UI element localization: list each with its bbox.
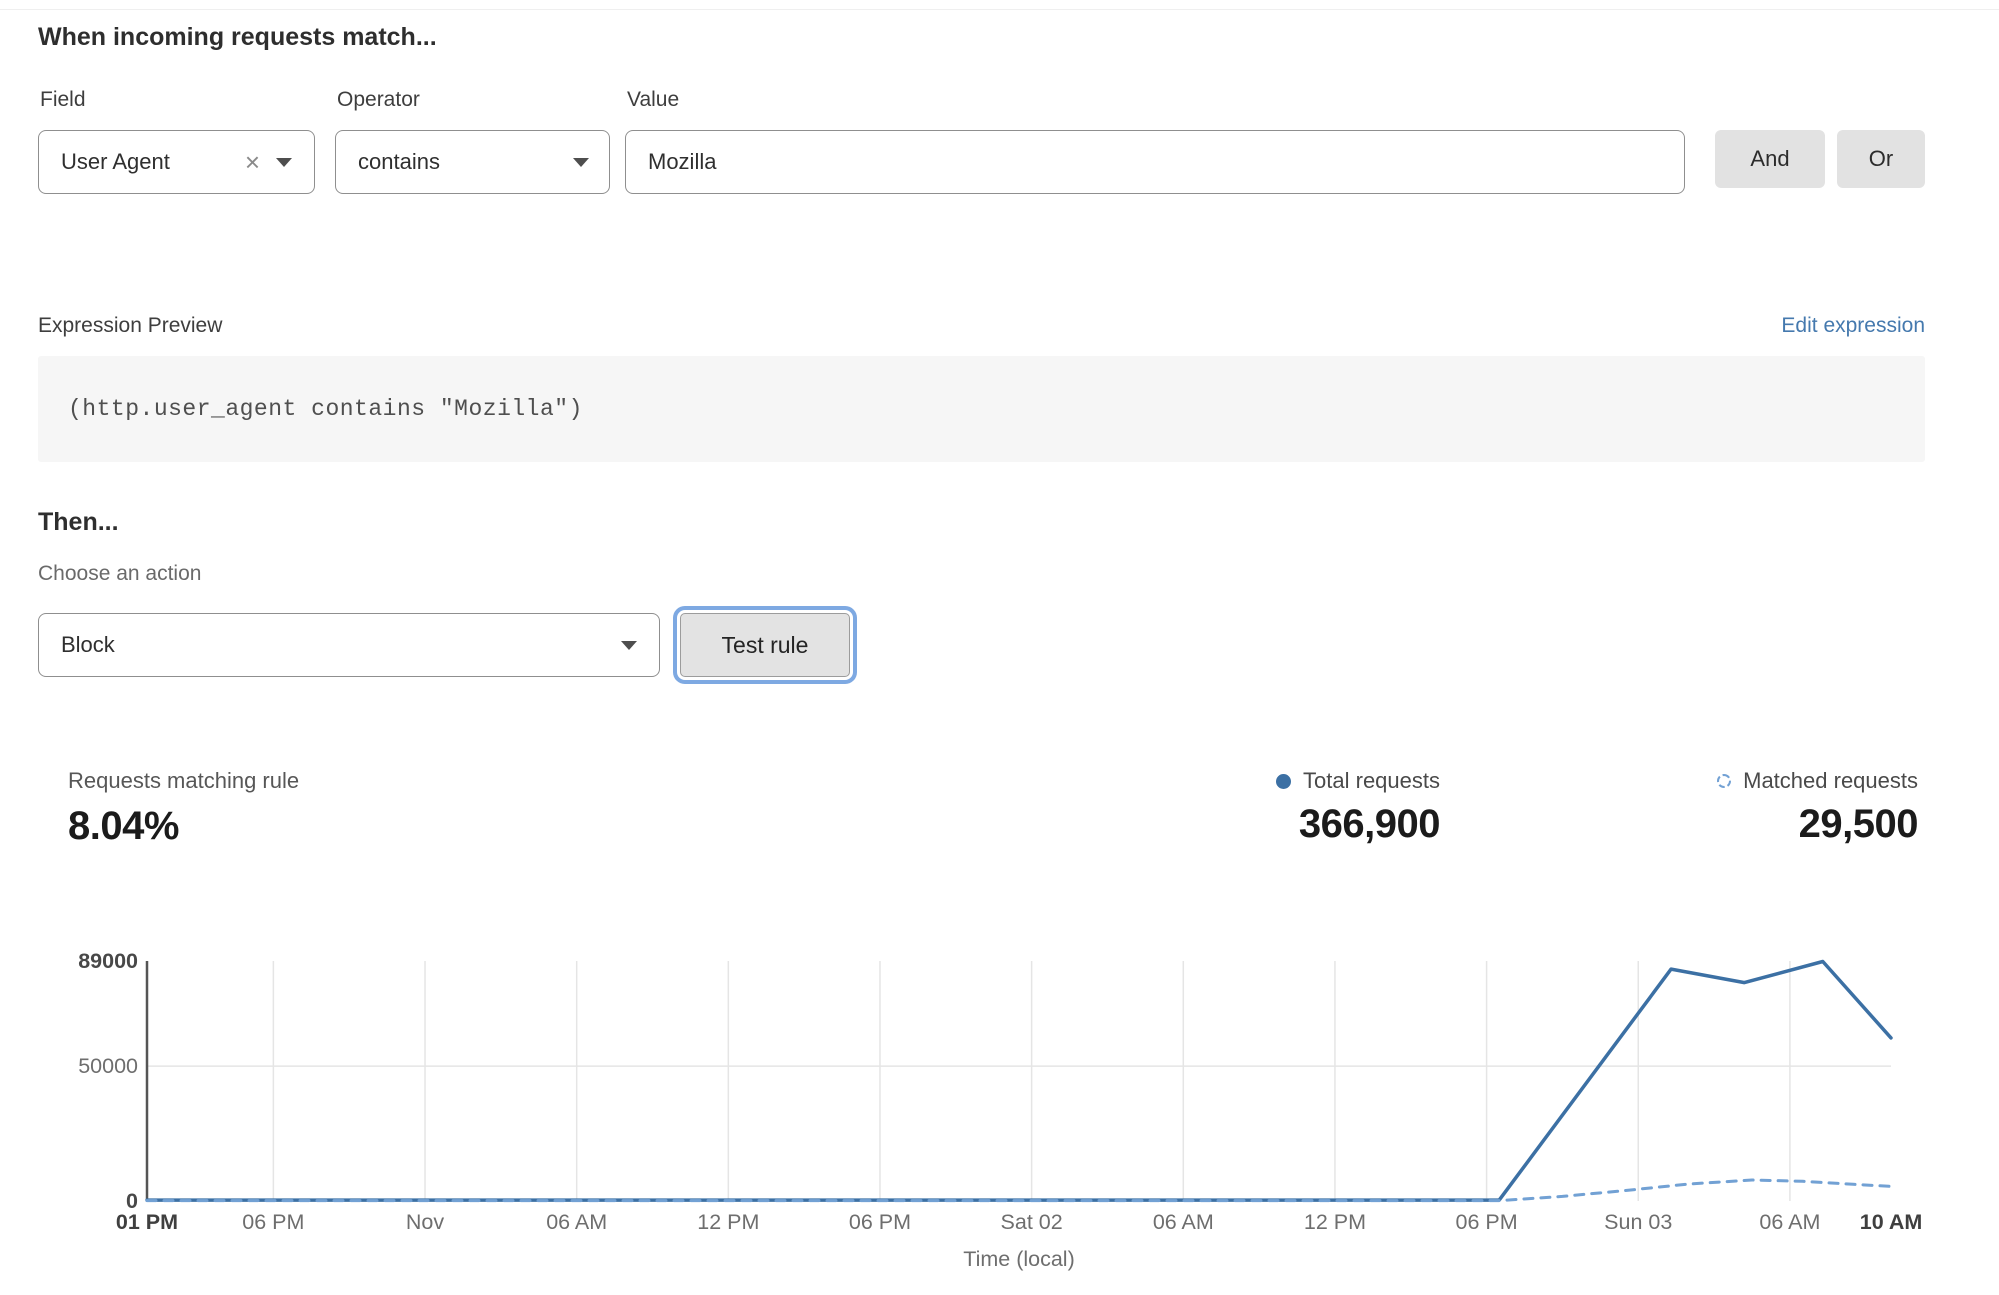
operator-label: Operator: [337, 88, 420, 111]
or-button[interactable]: Or: [1837, 130, 1925, 188]
svg-text:12 PM: 12 PM: [697, 1210, 759, 1234]
chevron-down-icon: [573, 157, 589, 167]
svg-text:50000: 50000: [78, 1054, 138, 1078]
field-select[interactable]: User Agent ×: [38, 130, 315, 194]
chevron-down-icon: [621, 640, 637, 650]
test-rule-button[interactable]: Test rule: [680, 613, 850, 677]
chevron-down-icon: [276, 157, 292, 167]
match-section-heading: When incoming requests match...: [38, 23, 437, 51]
svg-text:06 PM: 06 PM: [1456, 1210, 1518, 1234]
then-section-heading: Then...: [38, 508, 119, 536]
value-input-wrap: [625, 130, 1685, 194]
svg-text:06 AM: 06 AM: [1153, 1210, 1214, 1234]
action-select[interactable]: Block: [38, 613, 660, 677]
value-label: Value: [627, 88, 680, 111]
svg-text:89000: 89000: [78, 949, 138, 973]
expression-code-box: (http.user_agent contains "Mozilla"): [38, 356, 1925, 462]
total-requests-stat: Total requests 366,900: [1276, 768, 1440, 847]
expression-code: (http.user_agent contains "Mozilla"): [68, 396, 583, 422]
svg-text:Sat 02: Sat 02: [1001, 1210, 1063, 1234]
total-requests-legend-dot-icon: [1276, 773, 1292, 789]
matched-requests-stat: Matched requests 29,500: [1717, 768, 1918, 847]
matched-requests-value: 29,500: [1798, 802, 1919, 846]
total-requests-value: 366,900: [1298, 802, 1441, 846]
matching-rule-label: Requests matching rule: [68, 768, 300, 793]
total-requests-label: Total requests: [1303, 768, 1440, 793]
choose-action-label: Choose an action: [38, 562, 202, 585]
field-label: Field: [40, 88, 86, 111]
svg-text:06 PM: 06 PM: [849, 1210, 911, 1234]
matching-rule-value: 8.04%: [68, 804, 179, 848]
svg-text:12 PM: 12 PM: [1304, 1210, 1366, 1234]
operator-select[interactable]: contains: [335, 130, 610, 194]
requests-chart: 89000 50000 0 01 PM 06 PM Nov 06 AM 12 PM 06 PM S…: [0, 940, 1999, 1292]
matching-rule-stat: Requests matching rule 8.04%: [68, 768, 299, 849]
svg-text:06 AM: 06 AM: [1759, 1210, 1820, 1234]
svg-text:Nov: Nov: [406, 1210, 444, 1234]
clear-icon[interactable]: ×: [244, 147, 260, 177]
edit-expression-link[interactable]: Edit expression: [1781, 314, 1925, 337]
svg-text:06 AM: 06 AM: [546, 1210, 607, 1234]
and-button[interactable]: And: [1715, 130, 1825, 188]
field-select-value: User Agent: [61, 149, 170, 174]
value-input[interactable]: [626, 131, 1684, 193]
svg-text:0: 0: [126, 1189, 138, 1213]
action-select-value: Block: [61, 632, 115, 657]
matched-requests-legend-dashed-circle-icon: [1717, 774, 1732, 788]
expression-preview-label: Expression Preview: [38, 314, 223, 337]
svg-text:Sun 03: Sun 03: [1604, 1210, 1672, 1234]
matched-requests-label: Matched requests: [1743, 768, 1918, 793]
operator-select-value: contains: [358, 149, 440, 174]
svg-text:01 PM: 01 PM: [116, 1210, 178, 1234]
top-divider: [0, 9, 1999, 10]
svg-text:06 PM: 06 PM: [242, 1210, 304, 1234]
svg-text:Time (local): Time (local): [963, 1247, 1075, 1271]
svg-text:10 AM: 10 AM: [1860, 1210, 1923, 1234]
